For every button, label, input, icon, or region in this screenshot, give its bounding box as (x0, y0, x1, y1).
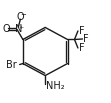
Text: F: F (83, 34, 89, 44)
Text: NH₂: NH₂ (46, 81, 64, 91)
Text: O: O (2, 24, 10, 34)
Text: Br: Br (6, 60, 16, 70)
Text: O: O (17, 12, 24, 22)
Text: N: N (15, 24, 22, 34)
Text: F: F (79, 26, 84, 36)
Text: −: − (20, 12, 26, 18)
Text: F: F (79, 43, 84, 53)
Text: +: + (18, 25, 23, 30)
